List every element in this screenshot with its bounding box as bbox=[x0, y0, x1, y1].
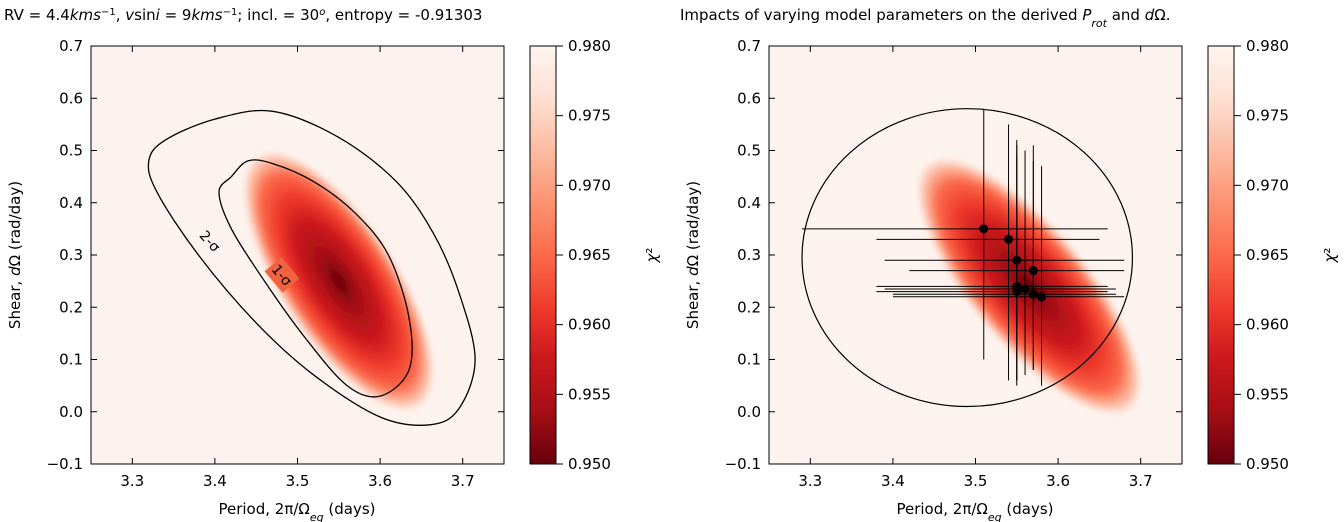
right-y-tick-label: 0.2 bbox=[737, 298, 761, 316]
left-colorbar-tick-label: 0.960 bbox=[568, 316, 611, 334]
left-x-tick-label: 3.3 bbox=[120, 472, 144, 490]
right-colorbar bbox=[1207, 45, 1235, 465]
right-data-point bbox=[1028, 266, 1038, 276]
right-colorbar-tick-label: 0.955 bbox=[1246, 385, 1289, 403]
right-envelope-ellipse bbox=[801, 108, 1134, 408]
right-panel: Impacts of varying model parameters on t… bbox=[680, 6, 1339, 522]
right-x-tick-label: 3.6 bbox=[1046, 472, 1070, 490]
left-contour-2-sigma bbox=[147, 109, 476, 426]
right-y-tick-label: 0.1 bbox=[737, 351, 761, 369]
left-y-tick-label: 0.3 bbox=[59, 246, 83, 264]
right-colorbar-tick-label: 0.950 bbox=[1246, 455, 1289, 473]
left-y-tick-label: 0.5 bbox=[59, 142, 83, 160]
right-colorbar-label: χ² bbox=[1321, 248, 1339, 264]
right-colorbar-tick-label: 0.970 bbox=[1246, 176, 1289, 194]
right-x-tick-label: 3.7 bbox=[1129, 472, 1153, 490]
left-y-tick-label: −0.1 bbox=[47, 455, 83, 473]
right-x-tick-label: 3.4 bbox=[881, 472, 905, 490]
right-colorbar-tick-label: 0.965 bbox=[1246, 246, 1289, 264]
left-colorbar bbox=[529, 45, 557, 465]
left-chi2-heatmap bbox=[243, 151, 434, 411]
right-x-tick-label: 3.3 bbox=[798, 472, 822, 490]
right-title: Impacts of varying model parameters on t… bbox=[680, 6, 1170, 30]
right-data-point bbox=[1004, 234, 1014, 244]
right-y-tick-label: 0.3 bbox=[737, 246, 761, 264]
left-colorbar-tick-label: 0.965 bbox=[568, 246, 611, 264]
left-y-tick-label: 0.7 bbox=[59, 37, 83, 55]
right-y-tick-label: −0.1 bbox=[725, 455, 761, 473]
left-y-tick-label: 0.4 bbox=[59, 194, 83, 212]
left-y-tick-label: 0.0 bbox=[59, 403, 83, 421]
left-contour-1-sigma bbox=[218, 159, 413, 398]
left-colorbar-label: χ² bbox=[643, 248, 661, 264]
right-y-tick-label: 0.6 bbox=[737, 89, 761, 107]
left-y-tick-label: 0.6 bbox=[59, 89, 83, 107]
left-x-tick-label: 3.7 bbox=[451, 472, 475, 490]
right-y-tick-label: 0.4 bbox=[737, 194, 761, 212]
left-colorbar-tick-label: 0.970 bbox=[568, 176, 611, 194]
left-colorbar-tick-label: 0.955 bbox=[568, 385, 611, 403]
left-y-axis-label: Shear, dΩ (rad/day) bbox=[6, 181, 24, 329]
right-colorbar-tick-label: 0.975 bbox=[1246, 107, 1289, 125]
right-y-tick-label: 0.5 bbox=[737, 142, 761, 160]
left-x-tick-label: 3.4 bbox=[203, 472, 227, 490]
left-x-axis-label: Period, 2π/Ωeq (days) bbox=[218, 500, 375, 522]
left-colorbar-tick-label: 0.950 bbox=[568, 455, 611, 473]
right-colorbar-tick-label: 0.960 bbox=[1246, 316, 1289, 334]
left-colorbar-tick-label: 0.975 bbox=[568, 107, 611, 125]
right-y-axis-label: Shear, dΩ (rad/day) bbox=[684, 181, 702, 329]
right-data-point bbox=[1012, 255, 1022, 265]
right-y-tick-label: 0.7 bbox=[737, 37, 761, 55]
right-data-point bbox=[979, 224, 989, 234]
right-data-point bbox=[1012, 287, 1022, 297]
right-x-tick-label: 3.5 bbox=[964, 472, 988, 490]
right-y-tick-label: 0.0 bbox=[737, 403, 761, 421]
left-panel: RV = 4.4kms−1, vsini = 9kms−1; incl. = 3… bbox=[4, 6, 661, 522]
right-colorbar-tick-label: 0.980 bbox=[1246, 37, 1289, 55]
left-x-tick-label: 3.5 bbox=[286, 472, 310, 490]
right-data-point bbox=[1037, 292, 1047, 302]
right-data-point bbox=[1028, 289, 1038, 299]
right-x-axis-label: Period, 2π/Ωeq (days) bbox=[896, 500, 1053, 522]
left-y-tick-label: 0.1 bbox=[59, 351, 83, 369]
left-x-tick-label: 3.6 bbox=[368, 472, 392, 490]
left-title: RV = 4.4kms−1, vsini = 9kms−1; incl. = 3… bbox=[4, 6, 482, 24]
left-colorbar-tick-label: 0.980 bbox=[568, 37, 611, 55]
left-y-tick-label: 0.2 bbox=[59, 298, 83, 316]
right-data-point bbox=[1020, 284, 1030, 294]
